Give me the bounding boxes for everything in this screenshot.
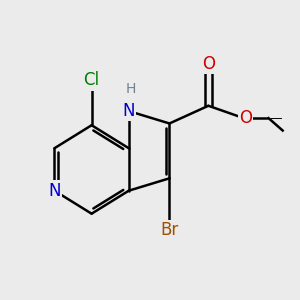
Text: Br: Br xyxy=(160,221,178,239)
Text: O: O xyxy=(239,109,252,127)
Text: —: — xyxy=(269,112,282,125)
Text: N: N xyxy=(122,102,135,120)
Text: H: H xyxy=(125,82,136,96)
Text: N: N xyxy=(48,182,61,200)
Text: O: O xyxy=(202,55,215,73)
Text: Cl: Cl xyxy=(84,71,100,89)
